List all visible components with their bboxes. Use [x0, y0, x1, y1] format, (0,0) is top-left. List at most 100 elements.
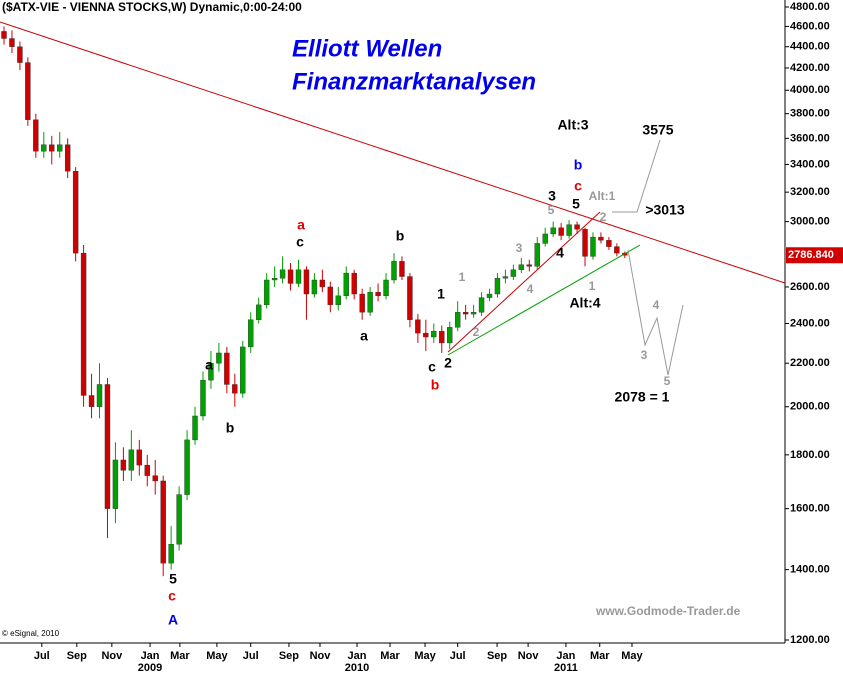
- x-tick-label: May: [414, 650, 436, 662]
- candle-body: [359, 293, 365, 313]
- x-tick-label: Jan: [348, 650, 367, 662]
- y-tick-label: 1400.00: [790, 564, 830, 576]
- y-tick-label: 3400.00: [790, 158, 830, 170]
- candle-body: [287, 269, 294, 284]
- candle-body: [614, 246, 620, 254]
- candle-body: [216, 352, 222, 364]
- candle-body: [41, 144, 47, 152]
- candle-body: [518, 264, 525, 270]
- projection: [627, 249, 684, 376]
- annotation: >3013: [645, 202, 685, 218]
- annotation: 2: [600, 210, 607, 224]
- y-tick-label: 1600.00: [790, 503, 830, 515]
- annotation: 2: [473, 325, 480, 339]
- annotation: a: [297, 217, 305, 233]
- annotation: 3: [641, 348, 648, 362]
- candle-body: [224, 352, 230, 385]
- candle-body: [248, 319, 254, 348]
- annotation: 4: [653, 298, 660, 312]
- candle-body: [566, 224, 572, 236]
- candle-body: [534, 243, 540, 267]
- header: ($ATX-VIE - VIENNA STOCKS,W) Dynamic,0:0…: [2, 0, 302, 14]
- x-tick-label: Nov: [310, 650, 332, 662]
- x-tick-label: Jul: [243, 650, 259, 662]
- x-tick-label: Mar: [170, 650, 190, 662]
- y-tick-label: 1800.00: [790, 449, 830, 461]
- x-tick-label: Jan: [141, 650, 160, 662]
- candle-body: [303, 269, 310, 295]
- candle-body: [590, 236, 596, 257]
- y-tick-label: 3200.00: [790, 186, 830, 198]
- candle-body: [88, 395, 95, 407]
- candle-body: [542, 233, 548, 244]
- subtitle: Finanzmarktanalysen: [292, 68, 536, 95]
- annotations: a c b a 1 c b 2 3 5 4 b c Alt:1 Alt:3 35…: [168, 117, 685, 628]
- last-price-label: 2786.840: [788, 249, 834, 261]
- annotation: a: [205, 357, 213, 373]
- annotation: a: [360, 328, 368, 344]
- candle-body: [439, 330, 445, 344]
- y-tick-label: 2400.00: [790, 317, 830, 329]
- candle-body: [160, 480, 166, 564]
- x-tick-label: Mar: [590, 650, 610, 662]
- candle-body: [144, 464, 150, 476]
- candle-body: [582, 229, 588, 257]
- x-tick-label: Mar: [380, 650, 400, 662]
- candle-body: [558, 227, 564, 236]
- candle-body: [192, 415, 198, 441]
- annotation: Alt:4: [569, 295, 600, 311]
- annotation: 4: [527, 282, 534, 296]
- annotation: Alt:1: [589, 189, 616, 203]
- candle-body: [120, 459, 127, 471]
- candle-body: [383, 279, 389, 297]
- x-tick-label: Jul: [34, 650, 50, 662]
- candle-body: [49, 144, 55, 152]
- candle-body: [9, 38, 15, 47]
- x-tick-label: May: [206, 650, 228, 662]
- x-tick-label: Sep: [487, 650, 507, 662]
- candle-body: [136, 449, 143, 466]
- candle-body: [240, 346, 246, 394]
- candle-body: [271, 278, 278, 281]
- candle-body: [407, 276, 413, 320]
- plot-area: [1, 26, 628, 577]
- y-tick-label: 3600.00: [790, 132, 830, 144]
- trend-line: [447, 211, 601, 353]
- candle-body: [263, 279, 270, 306]
- candle-body: [208, 363, 214, 381]
- annotation: c: [168, 588, 176, 604]
- copyright: © eSignal, 2010: [2, 629, 60, 638]
- candle-body: [80, 252, 87, 396]
- candle-body: [33, 119, 39, 152]
- x-tick-label: Jan: [556, 650, 575, 662]
- y-tick-label: 4600.00: [790, 20, 830, 32]
- candle-body: [327, 286, 334, 306]
- candle-body: [462, 312, 469, 315]
- annotation: b: [396, 228, 405, 244]
- x-year-label: 2010: [345, 662, 369, 674]
- annotation: 3: [548, 188, 556, 204]
- annotation: 5: [572, 196, 580, 212]
- annotation: 3: [516, 241, 523, 255]
- annotation: b: [574, 157, 583, 173]
- candle-body: [494, 278, 501, 295]
- candle-body: [168, 544, 174, 564]
- candle-body: [399, 261, 405, 277]
- candle-body: [72, 171, 79, 254]
- candle-body: [574, 224, 580, 230]
- candle-body: [232, 384, 238, 394]
- annotation: A: [168, 612, 178, 628]
- candle-body: [152, 475, 158, 482]
- candle-body: [184, 439, 190, 495]
- candle-body: [319, 279, 326, 288]
- candle-body: [550, 227, 556, 235]
- trend-line: [0, 21, 786, 284]
- candle-body: [486, 293, 493, 298]
- y-tick-label: 4800.00: [790, 1, 830, 13]
- candle-body: [367, 292, 373, 313]
- candle-body: [606, 240, 612, 247]
- candle-body: [526, 264, 533, 267]
- candle-body: [64, 144, 71, 172]
